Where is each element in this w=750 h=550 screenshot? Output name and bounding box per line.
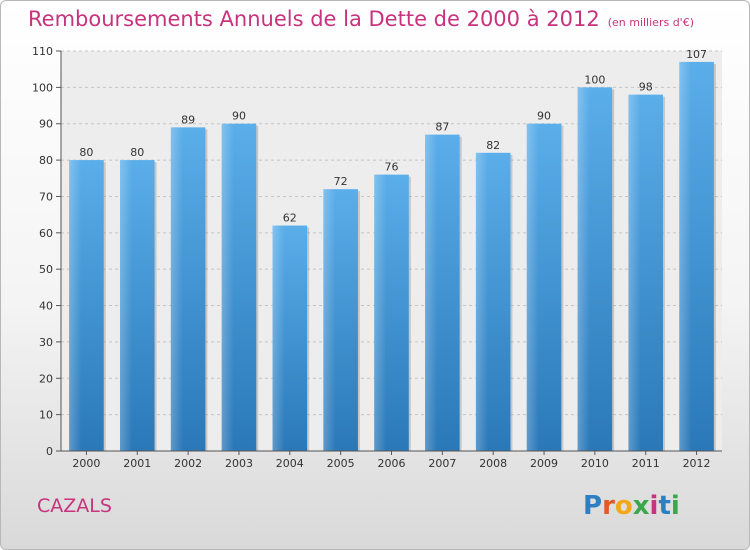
y-tick-label: 80 bbox=[39, 154, 53, 167]
y-tick-label: 0 bbox=[46, 445, 53, 458]
y-tick-label: 100 bbox=[32, 81, 53, 94]
bar-highlight bbox=[628, 94, 641, 452]
y-tick-label: 30 bbox=[39, 336, 53, 349]
data-label: 82 bbox=[486, 139, 500, 152]
bar-highlight bbox=[69, 160, 82, 451]
logo-letter: o bbox=[614, 491, 633, 521]
y-tick-label: 70 bbox=[39, 190, 53, 203]
bar-highlight bbox=[374, 174, 387, 452]
bar-highlight bbox=[272, 225, 285, 451]
data-label: 76 bbox=[385, 161, 399, 174]
x-tick-label: 2008 bbox=[479, 457, 507, 470]
logo-letter: i bbox=[649, 491, 659, 521]
bar-highlight bbox=[526, 123, 539, 452]
y-tick-label: 40 bbox=[39, 300, 53, 313]
x-tick-label: 2000 bbox=[72, 457, 100, 470]
data-label: 72 bbox=[334, 175, 348, 188]
y-tick-label: 110 bbox=[32, 45, 53, 58]
x-tick-label: 2011 bbox=[632, 457, 660, 470]
x-tick-label: 2012 bbox=[683, 457, 711, 470]
bar-highlight bbox=[679, 61, 692, 452]
bar-highlight bbox=[425, 134, 438, 452]
bar-highlight bbox=[577, 87, 590, 451]
proxiti-logo: Proxiti bbox=[583, 491, 680, 521]
chart-unit: (en milliers d'€) bbox=[607, 16, 694, 29]
data-label: 89 bbox=[181, 113, 195, 126]
x-tick-label: 2007 bbox=[428, 457, 456, 470]
x-tick-label: 2002 bbox=[174, 457, 202, 470]
x-tick-label: 2009 bbox=[530, 457, 558, 470]
bar-highlight bbox=[221, 123, 234, 452]
logo-letter: x bbox=[632, 491, 650, 521]
data-label: 100 bbox=[584, 73, 605, 86]
data-label: 80 bbox=[130, 146, 144, 159]
y-tick-label: 50 bbox=[39, 263, 53, 276]
chart-title-text: Remboursements Annuels de la Dette de 20… bbox=[28, 7, 600, 31]
bar-highlight bbox=[475, 152, 489, 451]
x-tick-label: 2010 bbox=[581, 457, 609, 470]
x-tick-label: 2004 bbox=[276, 457, 304, 470]
logo-letter: i bbox=[670, 491, 680, 521]
data-label: 90 bbox=[537, 110, 551, 123]
city-name: CAZALS bbox=[37, 495, 112, 517]
x-tick-label: 2006 bbox=[378, 457, 406, 470]
data-label: 107 bbox=[686, 48, 707, 61]
data-label: 87 bbox=[435, 121, 449, 134]
data-label: 62 bbox=[283, 212, 297, 225]
data-label: 80 bbox=[79, 146, 93, 159]
chart-title: Remboursements Annuels de la Dette de 20… bbox=[28, 7, 694, 31]
data-label: 98 bbox=[639, 81, 653, 94]
logo-letter: t bbox=[658, 491, 671, 521]
y-tick-label: 20 bbox=[39, 372, 53, 385]
bar-highlight bbox=[323, 189, 336, 451]
logo-letter: r bbox=[602, 491, 615, 521]
data-label: 90 bbox=[232, 110, 246, 123]
y-tick-label: 90 bbox=[39, 118, 53, 131]
x-tick-label: 2003 bbox=[225, 457, 253, 470]
x-tick-label: 2001 bbox=[123, 457, 151, 470]
logo-letter: P bbox=[583, 491, 603, 521]
y-tick-label: 60 bbox=[39, 227, 53, 240]
bar-highlight bbox=[170, 127, 183, 451]
y-tick-label: 10 bbox=[39, 409, 53, 422]
x-tick-label: 2005 bbox=[327, 457, 355, 470]
bar-highlight bbox=[119, 160, 133, 451]
